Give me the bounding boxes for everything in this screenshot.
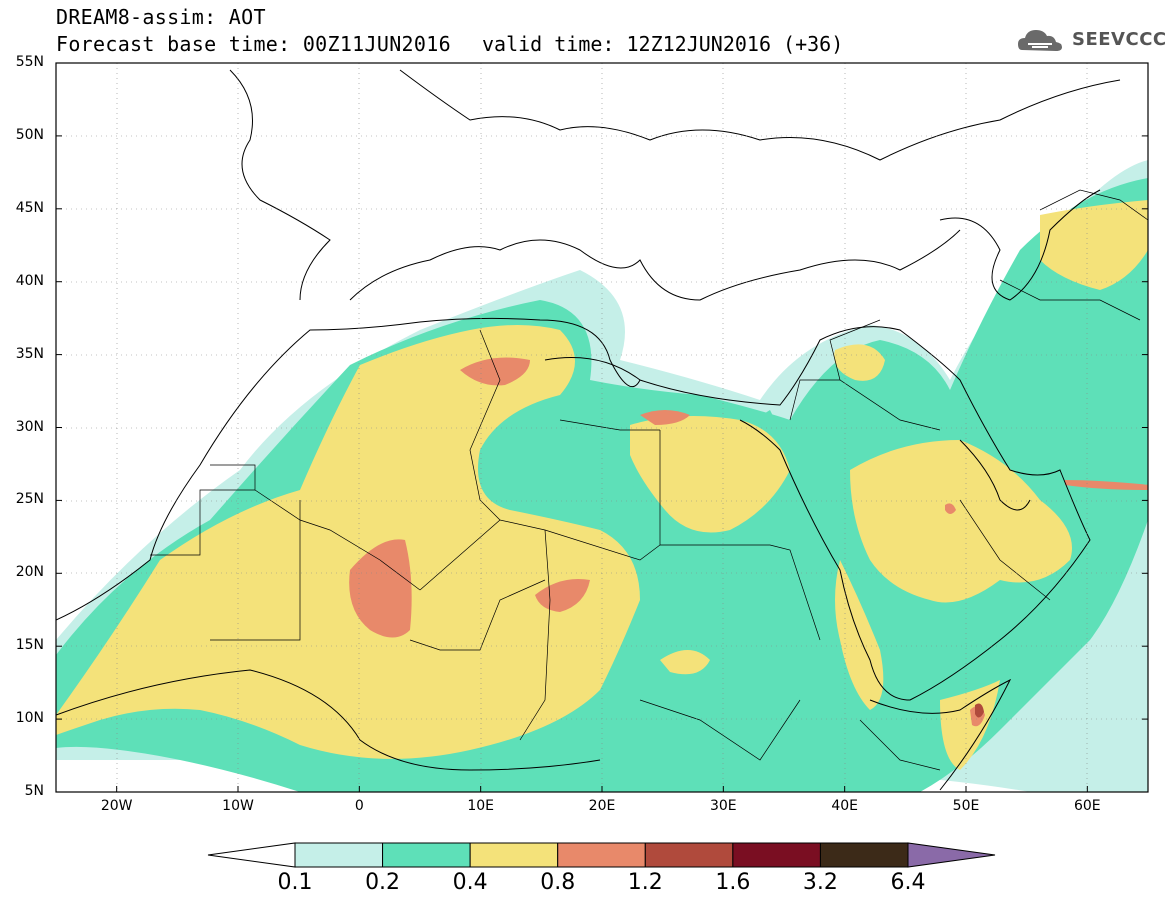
lon-tick-label: 40E: [831, 798, 858, 814]
lon-tick-label: 20E: [588, 798, 616, 814]
lat-tick-label: 55N: [15, 54, 44, 70]
colorbar-level-label: 0.8: [540, 870, 576, 895]
forecast-base-time: Forecast base time: 00Z11JUN2016: [56, 32, 451, 56]
coastlines: [56, 69, 1121, 791]
colorbar-segment: [557, 842, 646, 868]
lat-tick-label: 50N: [15, 126, 44, 143]
lat-tick-label: 5N: [24, 783, 44, 799]
lat-tick-label: 35N: [15, 345, 44, 362]
lon-tick-label: 0: [354, 798, 364, 814]
colorbar-segment: [732, 842, 821, 868]
lon-tick-label: 10E: [467, 798, 494, 814]
colorbar-level-label: 0.4: [452, 870, 488, 895]
colorbar-segment: [644, 842, 734, 868]
colorbar-level-label: 3.2: [802, 870, 838, 895]
lat-tick-label: 40N: [15, 272, 44, 289]
colorbar-under-arrow: [207, 842, 296, 868]
country-borders: [150, 189, 1148, 771]
colorbar-level-label: 1.6: [715, 870, 751, 895]
colorbar-segment: [382, 842, 471, 868]
lat-tick-label: 20N: [15, 564, 44, 581]
colorbar-level-label: 0.2: [365, 870, 401, 895]
lon-tick-label: 30E: [709, 798, 737, 814]
colorbar-segment: [469, 842, 559, 868]
lat-tick-label: 25N: [15, 491, 44, 508]
colorbar-level-label: 1.2: [627, 870, 663, 895]
lon-tick-label: 50E: [952, 798, 980, 814]
colorbar-level-label: 0.1: [277, 870, 313, 895]
logo-text: SEEVCCC: [1072, 29, 1165, 50]
colorbar-over-arrow: [907, 842, 996, 868]
lon-tick-label: 60E: [1073, 798, 1101, 814]
valid-time: valid time: 12Z12JUN2016 (+36): [482, 32, 844, 56]
aot-level-1.2: [975, 703, 984, 718]
lat-tick-label: 45N: [15, 199, 44, 216]
lon-tick-label: 10W: [222, 798, 254, 814]
map-title: DREAM8-assim: AOT: [56, 5, 266, 29]
lon-tick-label: 20W: [100, 798, 133, 814]
colorbar-level-label: 6.4: [890, 870, 926, 895]
colorbar-segment: [294, 842, 384, 868]
grid-lines: [56, 63, 1148, 792]
lat-tick-label: 15N: [15, 637, 44, 654]
colorbar: [207, 842, 996, 868]
lat-tick-label: 30N: [15, 418, 44, 435]
lat-tick-label: 10N: [15, 710, 44, 727]
aot-level-0.4: [56, 200, 1148, 770]
cloud-logo-icon: [1018, 30, 1062, 51]
colorbar-segment: [819, 842, 909, 868]
